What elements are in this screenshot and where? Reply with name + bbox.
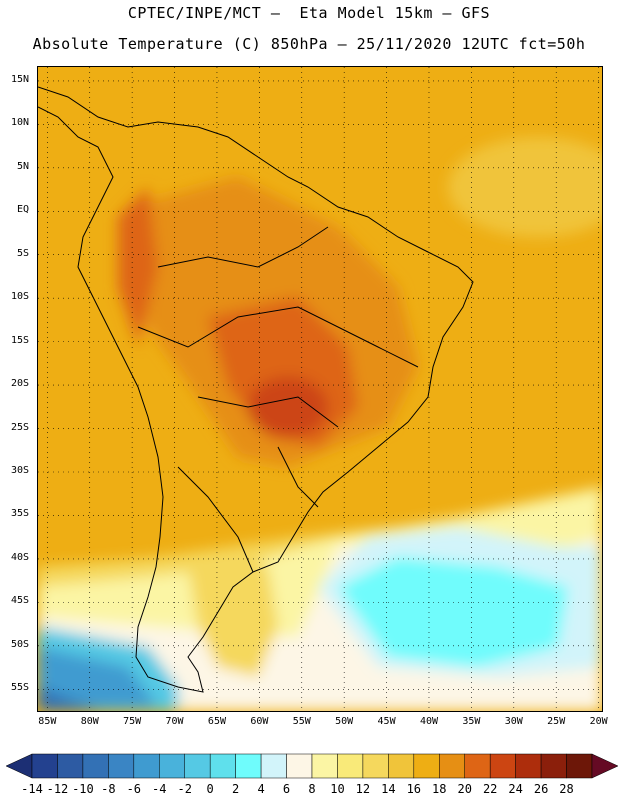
colorbar-cell bbox=[159, 753, 185, 779]
latitude-label: 45S bbox=[10, 595, 29, 607]
longitude-label: 85W bbox=[38, 716, 57, 727]
colorbar-cell bbox=[286, 753, 313, 779]
colorbar-cell bbox=[209, 753, 236, 779]
colorbar-cell bbox=[515, 753, 542, 779]
map-title: CPTEC/INPE/MCT – Eta Model 15km – GFS bbox=[127, 4, 491, 22]
latitude-label: 15N bbox=[10, 73, 29, 85]
colorbar-tick-label: 16 bbox=[406, 782, 422, 796]
longitude-label: 45W bbox=[377, 716, 396, 727]
colorbar-tick-label: 4 bbox=[257, 782, 265, 796]
colorbar-cell bbox=[489, 753, 516, 779]
latitude-label: 50S bbox=[10, 638, 29, 650]
colorbar-tick-label: 6 bbox=[282, 782, 291, 796]
longitude-label: 75W bbox=[123, 716, 142, 727]
latitude-label: 30S bbox=[10, 464, 29, 476]
colorbar-cell bbox=[362, 753, 389, 779]
colorbar-tick-label: -2 bbox=[177, 782, 192, 796]
latitude-label: 5S bbox=[16, 247, 29, 259]
longitude-label: 20W bbox=[589, 716, 608, 727]
colorbar-tick-label: 20 bbox=[457, 782, 472, 796]
temperature-map bbox=[37, 66, 603, 712]
colorbar-tick-label: -8 bbox=[101, 782, 116, 796]
colorbar-cell bbox=[108, 753, 135, 779]
colorbar-high-arrow bbox=[591, 753, 618, 779]
colorbar-tick-label: -6 bbox=[126, 782, 142, 796]
colorbar-cell bbox=[57, 753, 84, 779]
colorbar-tick-label: -10 bbox=[72, 782, 94, 796]
colorbar-tick-label: 10 bbox=[330, 782, 345, 796]
longitude-label: 30W bbox=[504, 716, 523, 727]
colorbar-cell bbox=[566, 753, 593, 779]
longitude-label: 35W bbox=[462, 716, 481, 727]
colorbar-tick-label: 14 bbox=[381, 782, 396, 796]
map-canvas bbox=[38, 67, 602, 711]
latitude-label: 10N bbox=[10, 117, 29, 129]
colorbar-tick-label: 24 bbox=[508, 782, 523, 796]
latitude-label: 20S bbox=[10, 378, 29, 390]
colorbar-cell bbox=[184, 753, 211, 779]
colorbar-low-arrow bbox=[6, 753, 33, 779]
longitude-label: 25W bbox=[547, 716, 566, 727]
colorbar-tick-label: 12 bbox=[355, 782, 371, 796]
latitude-label: 40S bbox=[10, 551, 29, 563]
latitude-label: 15S bbox=[10, 334, 29, 346]
latitude-label: 35S bbox=[10, 508, 29, 520]
colorbar-tick-label: -12 bbox=[46, 782, 69, 796]
colorbar-cell bbox=[235, 753, 262, 779]
colorbar-cell bbox=[413, 753, 440, 779]
map-subtitle: Absolute Temperature (C) 850hPa – 25/11/… bbox=[32, 35, 586, 53]
colorbar-cell bbox=[133, 753, 160, 779]
latitude-label: 25S bbox=[10, 421, 29, 433]
temperature-colorbar bbox=[6, 753, 618, 779]
longitude-label: 60W bbox=[250, 716, 269, 727]
colorbar-tick-label: 2 bbox=[232, 782, 240, 796]
colorbar-tick-label: 28 bbox=[559, 782, 574, 796]
temperature-field-shading bbox=[38, 137, 602, 711]
colorbar-tick-label: -4 bbox=[152, 782, 167, 796]
colorbar-tick-label: 18 bbox=[432, 782, 447, 796]
longitude-label: 50W bbox=[335, 716, 354, 727]
colorbar-cell bbox=[311, 753, 338, 779]
longitude-label: 55W bbox=[292, 716, 311, 727]
longitude-label: 40W bbox=[419, 716, 438, 727]
colorbar-cell bbox=[464, 753, 491, 779]
colorbar-tick-label: 8 bbox=[308, 782, 316, 796]
colorbar-cell bbox=[439, 753, 465, 779]
latitude-label: EQ bbox=[16, 204, 29, 216]
longitude-label: 80W bbox=[80, 716, 99, 727]
colorbar-cell bbox=[337, 753, 364, 779]
colorbar-tick-label: 26 bbox=[533, 782, 549, 796]
coastlines bbox=[38, 86, 474, 693]
latitude-label: 5N bbox=[16, 160, 29, 172]
colorbar-cell bbox=[388, 753, 415, 779]
latitude-label: 55S bbox=[10, 682, 29, 694]
colorbar-cell bbox=[82, 753, 109, 779]
colorbar-cell bbox=[31, 753, 58, 779]
latitude-label: 10S bbox=[10, 291, 29, 303]
lat-lon-grid bbox=[38, 67, 602, 711]
colorbar-cell bbox=[260, 753, 287, 779]
longitude-label: 65W bbox=[207, 716, 226, 727]
colorbar-tick-label: 0 bbox=[206, 782, 214, 796]
colorbar-tick-label: 22 bbox=[482, 782, 498, 796]
colorbar-cell bbox=[540, 753, 567, 779]
longitude-label: 70W bbox=[165, 716, 184, 727]
colorbar-tick-label: -14 bbox=[21, 782, 43, 796]
